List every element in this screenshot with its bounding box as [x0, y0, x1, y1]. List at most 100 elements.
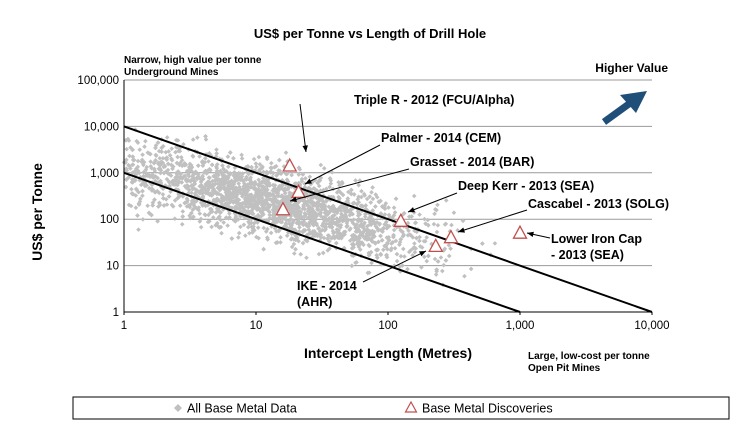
scatter-point	[203, 190, 208, 196]
scatter-point	[196, 207, 201, 213]
scatter-point	[334, 222, 340, 228]
scatter-point	[264, 206, 269, 212]
scatter-point	[265, 218, 271, 224]
scatter-point	[446, 242, 452, 248]
scatter-point	[357, 178, 363, 183]
scatter-point	[215, 224, 221, 229]
scatter-point	[213, 210, 219, 215]
scatter-point	[135, 213, 140, 218]
scatter-point	[389, 246, 394, 251]
scatter-point	[410, 235, 416, 240]
scatter-point	[138, 196, 143, 202]
scatter-point	[129, 179, 135, 185]
scatter-point	[340, 192, 346, 198]
scatter-point	[222, 181, 227, 187]
scatter-point	[174, 181, 180, 187]
scatter-point	[255, 193, 261, 199]
scatter-point	[309, 206, 315, 211]
scatter-point	[191, 214, 196, 220]
scatter-point	[172, 216, 178, 221]
scatter-point	[320, 189, 325, 194]
scatter-point	[167, 180, 172, 185]
scatter-point	[240, 205, 245, 210]
scatter-point	[216, 185, 222, 190]
scatter-point	[468, 266, 474, 272]
scatter-point	[124, 146, 129, 152]
scatter-point	[198, 179, 204, 185]
scatter-point	[163, 183, 168, 188]
scatter-point	[398, 253, 404, 259]
scatter-point	[368, 218, 374, 224]
scatter-point	[240, 177, 245, 183]
scatter-point	[188, 162, 194, 168]
scatter-point	[214, 196, 220, 202]
scatter-point	[278, 194, 284, 199]
scatter-point	[323, 224, 329, 230]
scatter-point	[257, 162, 263, 167]
scatter-point	[209, 162, 215, 168]
discovery-label: Deep Kerr - 2013 (SEA)	[458, 179, 594, 193]
scatter-point	[215, 177, 221, 183]
scatter-point	[412, 228, 417, 234]
scatter-point	[223, 190, 229, 195]
scatter-point	[402, 254, 407, 259]
scatter-point	[351, 232, 356, 238]
scatter-point	[291, 211, 297, 217]
scatter-point	[378, 212, 383, 218]
scatter-point	[281, 224, 287, 230]
scatter-point	[291, 241, 297, 247]
scatter-point	[258, 214, 264, 219]
scatter-point	[377, 222, 382, 227]
scatter-point	[296, 165, 302, 171]
scatter-point	[207, 218, 212, 224]
leader-line	[289, 168, 410, 202]
scatter-point	[363, 211, 368, 217]
scatter-point	[232, 218, 238, 224]
scatter-point	[278, 199, 284, 204]
scatter-point	[294, 206, 300, 212]
scatter-point	[375, 255, 380, 260]
discovery-triangle	[393, 212, 409, 227]
scatter-point	[283, 221, 289, 226]
scatter-point	[280, 186, 285, 192]
scatter-point	[197, 211, 203, 216]
scatter-point	[214, 191, 220, 197]
scatter-point	[405, 220, 411, 226]
scatter-point	[263, 229, 269, 234]
scatter-point	[358, 240, 363, 245]
scatter-point	[213, 222, 218, 228]
scatter-point	[265, 226, 270, 232]
scatter-point	[334, 240, 339, 246]
scatter-point	[203, 168, 208, 174]
scatter-point	[156, 190, 162, 196]
scatter-point	[272, 164, 277, 170]
scatter-point	[360, 224, 366, 229]
scatter-point	[369, 260, 374, 266]
scatter-point	[151, 160, 157, 166]
scatter-point	[335, 208, 340, 214]
scatter-point	[339, 235, 344, 241]
scatter-point	[190, 186, 195, 192]
scatter-point	[288, 237, 294, 242]
scatter-point	[158, 170, 163, 176]
scatter-point	[264, 155, 270, 160]
scatter-point	[229, 236, 235, 241]
scatter-point	[336, 179, 341, 185]
scatter-point	[259, 202, 265, 208]
scatter-point	[334, 229, 340, 235]
scatter-point	[307, 174, 313, 180]
scatter-point	[375, 247, 381, 253]
scatter-point	[198, 190, 203, 195]
scatter-point	[410, 252, 415, 258]
scatter-point	[432, 211, 437, 217]
scatter-point	[205, 187, 211, 193]
scatter-point	[261, 175, 266, 181]
scatter-point	[126, 175, 132, 180]
scatter-point	[374, 252, 379, 258]
scatter-point	[316, 251, 322, 257]
scatter-point	[225, 223, 230, 228]
higher-value-label: Higher Value	[595, 61, 668, 75]
scatter-point	[190, 137, 196, 142]
scatter-point	[296, 180, 301, 186]
x-tick-labels: 1 10 100 1,000 10,000	[121, 312, 670, 332]
